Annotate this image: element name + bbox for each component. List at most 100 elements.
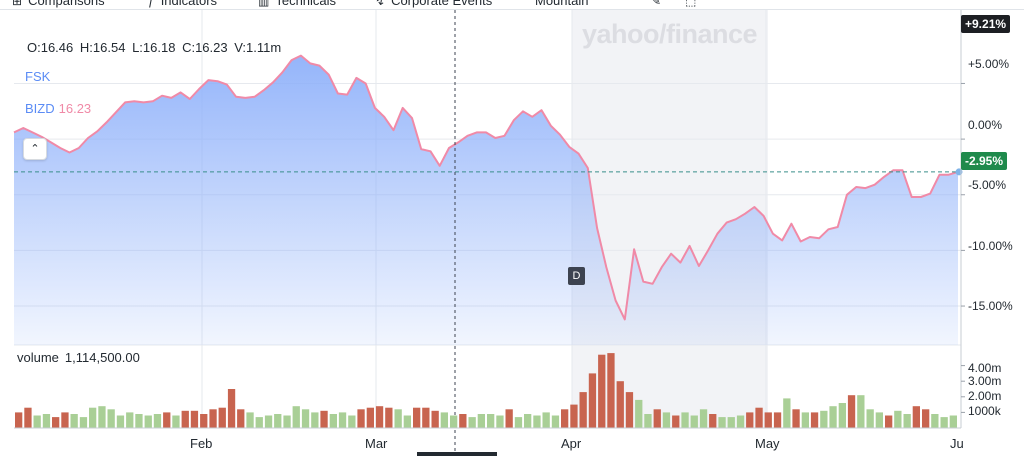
volume-bar — [736, 415, 745, 428]
volume-bar — [126, 412, 134, 428]
volume-bar — [727, 417, 735, 428]
ohlc-low: L:16.18 — [132, 40, 176, 55]
volume-bar — [820, 410, 828, 428]
volume-bar — [829, 406, 837, 428]
toolbar-divider — [0, 9, 1024, 10]
volume-bar — [227, 389, 236, 428]
volume-bar — [894, 410, 902, 428]
chevron-up-icon: ⌃ — [30, 143, 40, 155]
volume-bar — [810, 412, 819, 428]
corporate-events-icon: ↯ — [375, 0, 386, 8]
volume-bar — [514, 417, 523, 428]
volume-bar — [699, 409, 708, 428]
volume-bar — [385, 407, 393, 428]
volume-bar — [524, 414, 532, 428]
volume-bar — [533, 415, 541, 428]
volume-bar — [801, 412, 809, 428]
volume-bar — [237, 409, 245, 428]
volume-bar — [200, 414, 208, 428]
volume-bar — [274, 414, 282, 428]
volume-bar — [366, 407, 374, 428]
volume-bar — [61, 412, 69, 428]
volume-bar — [413, 407, 421, 428]
toolbar-corporate-events[interactable]: ↯ Corporate Events — [375, 0, 492, 8]
y-tick-label: +5.00% — [968, 57, 1010, 71]
volume-bar — [468, 417, 476, 428]
volume-bar — [847, 395, 856, 428]
y-tick-label: -5.00% — [968, 178, 1007, 192]
volume-bar — [153, 414, 162, 428]
volume-bar — [598, 354, 606, 428]
volume-bar — [616, 381, 624, 428]
x-tick-label: Apr — [561, 436, 582, 451]
volume-bar — [98, 406, 106, 428]
volume-bar — [866, 409, 874, 428]
volume-bar — [144, 415, 152, 428]
volume-bar — [625, 392, 634, 428]
toolbar-chart-type[interactable]: Mountain — [535, 0, 589, 8]
volume-bar — [857, 395, 865, 428]
volume-bar — [283, 415, 291, 428]
y-tick-label: 0.00% — [968, 118, 1003, 132]
volume-bar — [190, 410, 199, 428]
draw-icon[interactable]: ✎ — [651, 0, 662, 8]
volume-bar — [551, 415, 560, 428]
legend-bizd-name: BIZD — [25, 101, 55, 116]
volume-bar — [431, 410, 439, 428]
dividend-event-marker[interactable]: D — [568, 267, 585, 285]
volume-bar — [635, 399, 643, 428]
volume-bar — [496, 415, 504, 428]
volume-bar — [348, 415, 356, 428]
legend-fsk[interactable]: FSK — [25, 69, 51, 84]
collapse-legend-button[interactable]: ⌃ — [23, 138, 47, 160]
volume-bar — [403, 415, 411, 428]
volume-bar — [42, 414, 51, 428]
crop-icon[interactable]: ⬚ — [685, 0, 697, 8]
volume-bar — [903, 414, 911, 428]
volume-bar — [107, 409, 115, 428]
volume-bar — [209, 409, 217, 428]
volume-readout: volume 1,114,500.00 — [17, 350, 140, 365]
volume-bar — [52, 417, 60, 428]
volume-bar — [746, 412, 754, 428]
volume-bar — [375, 406, 384, 428]
volume-bar — [70, 414, 78, 428]
volume-bar — [792, 409, 800, 428]
volume-tick-label: 2.00m — [968, 389, 1002, 403]
volume-bar — [885, 415, 893, 428]
ohlc-open: O:16.46 — [27, 40, 74, 55]
toolbar-comparisons[interactable]: ⊞ Comparisons — [12, 0, 105, 8]
ohlc-volume: V:1.11m — [234, 40, 282, 55]
current-change-badge: -2.95% — [961, 152, 1008, 170]
x-tick-label: May — [755, 436, 780, 451]
volume-bar — [681, 412, 689, 428]
volume-bar — [662, 412, 671, 428]
indicators-icon: ƒ — [148, 0, 155, 8]
toolbar-technicals[interactable]: ▥ Technicals — [258, 0, 336, 8]
volume-bar — [838, 403, 846, 428]
volume-bar — [440, 412, 448, 428]
y-tick-label: -15.00% — [968, 299, 1013, 313]
toolbar-indicators[interactable]: ƒ Indicators — [148, 0, 217, 8]
volume-bar — [949, 415, 957, 428]
volume-bar — [15, 412, 23, 428]
volume-bar — [292, 406, 300, 428]
volume-bar — [477, 414, 485, 428]
volume-bar — [912, 406, 920, 428]
volume-bar — [89, 407, 97, 428]
volume-bar — [264, 415, 273, 428]
legend-bizd[interactable]: BIZD 16.23 — [25, 101, 91, 116]
volume-tick-label: 4.00m — [968, 361, 1002, 375]
volume-bar — [940, 417, 948, 428]
volume-bar — [255, 417, 263, 428]
volume-bar — [181, 410, 189, 428]
volume-bar — [394, 409, 402, 428]
price-area — [14, 55, 958, 345]
x-tick-label: Ju — [950, 436, 964, 451]
volume-bar — [33, 415, 41, 428]
crosshair-date-tag — [417, 452, 497, 456]
volume-bar — [320, 410, 328, 428]
volume-bar — [329, 414, 337, 428]
volume-bar — [311, 412, 319, 428]
